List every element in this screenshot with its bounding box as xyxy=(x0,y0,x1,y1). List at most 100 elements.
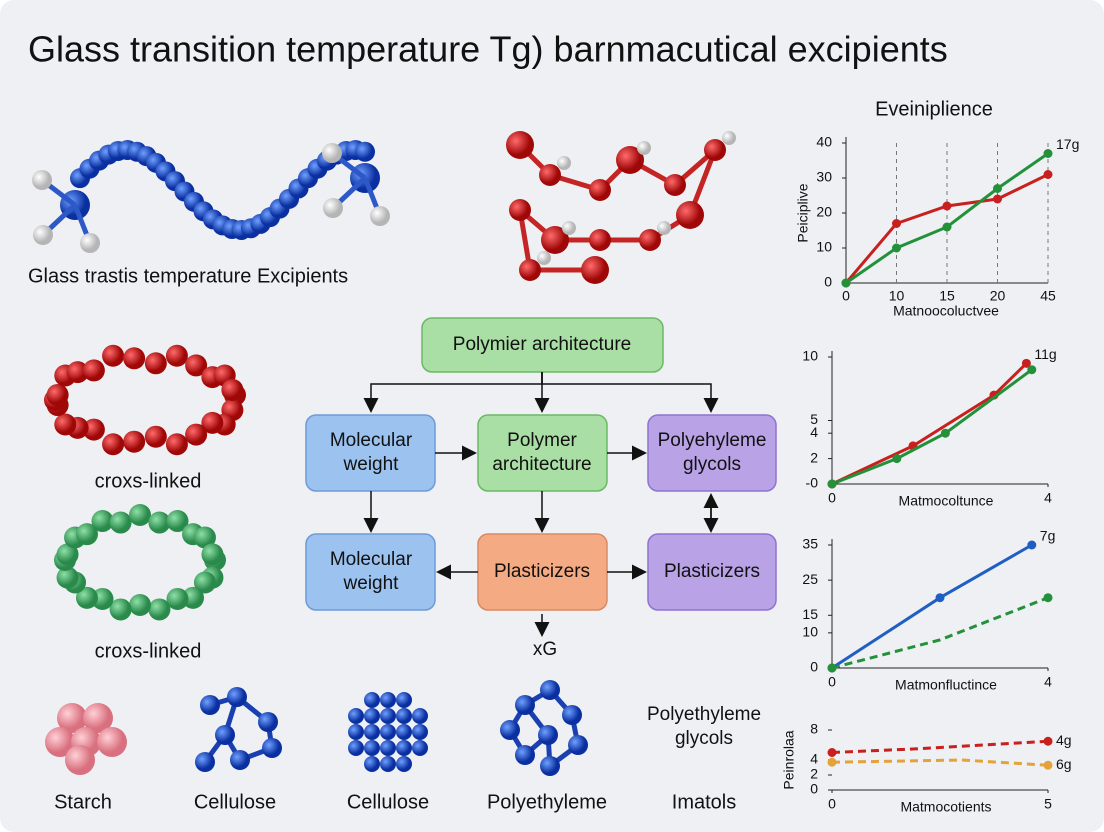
atom xyxy=(589,229,611,251)
atom xyxy=(568,735,588,755)
series-point xyxy=(942,222,952,232)
line: architecture xyxy=(492,454,591,475)
atom xyxy=(75,523,98,546)
atom xyxy=(166,510,189,533)
atom xyxy=(200,695,220,715)
atom xyxy=(396,740,412,756)
bottom-label: Imatols xyxy=(672,791,736,813)
series-point xyxy=(892,219,901,228)
atom xyxy=(562,705,582,725)
flow-node-label: Polymer architecture xyxy=(492,430,591,475)
x-tick-label: 0 xyxy=(828,674,836,690)
series-line xyxy=(831,368,1033,486)
atom xyxy=(364,724,380,740)
atom xyxy=(540,756,560,776)
y-tick-label: 30 xyxy=(816,169,832,185)
flow-node-label: Plasticizers xyxy=(664,561,760,582)
series-point xyxy=(1043,736,1053,746)
flow-output: xG xyxy=(533,639,557,660)
series-point xyxy=(1043,760,1053,770)
y-tick-label: 10 xyxy=(802,624,818,640)
atom xyxy=(123,347,146,370)
atom xyxy=(129,594,151,616)
caption: croxs-linked xyxy=(95,640,202,662)
flow-node-label: Polyehyleme glycols xyxy=(658,430,767,475)
flow-node xyxy=(477,414,608,492)
x-tick-label: 5 xyxy=(1044,796,1052,812)
atom xyxy=(537,251,551,265)
line: Polymer xyxy=(507,430,577,451)
atom xyxy=(45,727,75,757)
y-axis-label: Peiciplive xyxy=(795,183,811,242)
atom xyxy=(66,361,89,384)
atom xyxy=(56,566,79,589)
atom xyxy=(412,740,428,756)
atom xyxy=(562,221,576,235)
y-tick-label: 15 xyxy=(802,606,818,622)
flowchart: Polymier architecture xG xyxy=(305,317,777,660)
series-point xyxy=(841,278,851,288)
atom xyxy=(166,587,189,610)
series-label: 17g xyxy=(1056,136,1079,152)
atom xyxy=(348,724,364,740)
atom xyxy=(348,708,364,724)
atom xyxy=(201,411,224,434)
atom xyxy=(519,259,541,281)
x-tick-label: 15 xyxy=(939,288,955,304)
atom xyxy=(380,708,396,724)
atom xyxy=(193,571,216,594)
atom xyxy=(80,233,100,253)
series-point xyxy=(993,194,1002,204)
atom xyxy=(32,170,52,190)
atom xyxy=(589,179,611,201)
y-tick-label: 2 xyxy=(810,766,818,782)
atom xyxy=(322,143,342,163)
atom xyxy=(144,425,167,448)
atom xyxy=(500,720,520,740)
line: Molecular xyxy=(330,549,413,570)
flow-node-label: Polymier architecture xyxy=(453,334,631,355)
atom xyxy=(230,750,250,770)
series-label: 6g xyxy=(1056,756,1072,772)
atom xyxy=(221,378,244,401)
atom xyxy=(616,146,644,174)
flow-node-label: Molecular weight xyxy=(330,549,413,594)
atom xyxy=(102,433,125,456)
bottom-label: Polyethyleme xyxy=(487,791,607,813)
series-point xyxy=(935,593,945,603)
caption: Glass trastis temperature Excipients xyxy=(28,265,348,287)
atom xyxy=(539,164,561,186)
series-point xyxy=(1027,365,1037,375)
atom xyxy=(323,198,343,218)
atom xyxy=(664,174,686,196)
y-tick-label: 40 xyxy=(816,134,832,150)
molecule-art xyxy=(32,131,736,776)
y-tick-label: 0 xyxy=(824,274,832,290)
line: Molecular xyxy=(330,430,413,451)
atom xyxy=(215,725,235,745)
atom xyxy=(412,724,428,740)
flow-node xyxy=(305,414,436,492)
x-tick-label: 0 xyxy=(842,288,850,304)
x-tick-label: 0 xyxy=(828,490,836,506)
series-point xyxy=(1043,170,1053,179)
atom xyxy=(540,680,560,700)
series-point xyxy=(1043,149,1053,158)
y-tick-label: 5 xyxy=(810,411,818,427)
atom xyxy=(541,226,569,254)
atom xyxy=(380,692,396,708)
series-point xyxy=(892,243,901,253)
atom xyxy=(148,598,171,621)
caption: croxs-linked xyxy=(95,470,202,492)
atom xyxy=(102,344,125,367)
bottom-label: Starch xyxy=(54,791,112,813)
atom xyxy=(396,692,412,708)
atom xyxy=(97,727,127,757)
series-line xyxy=(831,596,1049,670)
atom xyxy=(396,756,412,772)
y-axis-label: Peinrolaa xyxy=(781,730,797,789)
flow-node-label: Polyethyleme glycols xyxy=(647,704,761,749)
atom xyxy=(380,740,396,756)
atom xyxy=(195,752,215,772)
